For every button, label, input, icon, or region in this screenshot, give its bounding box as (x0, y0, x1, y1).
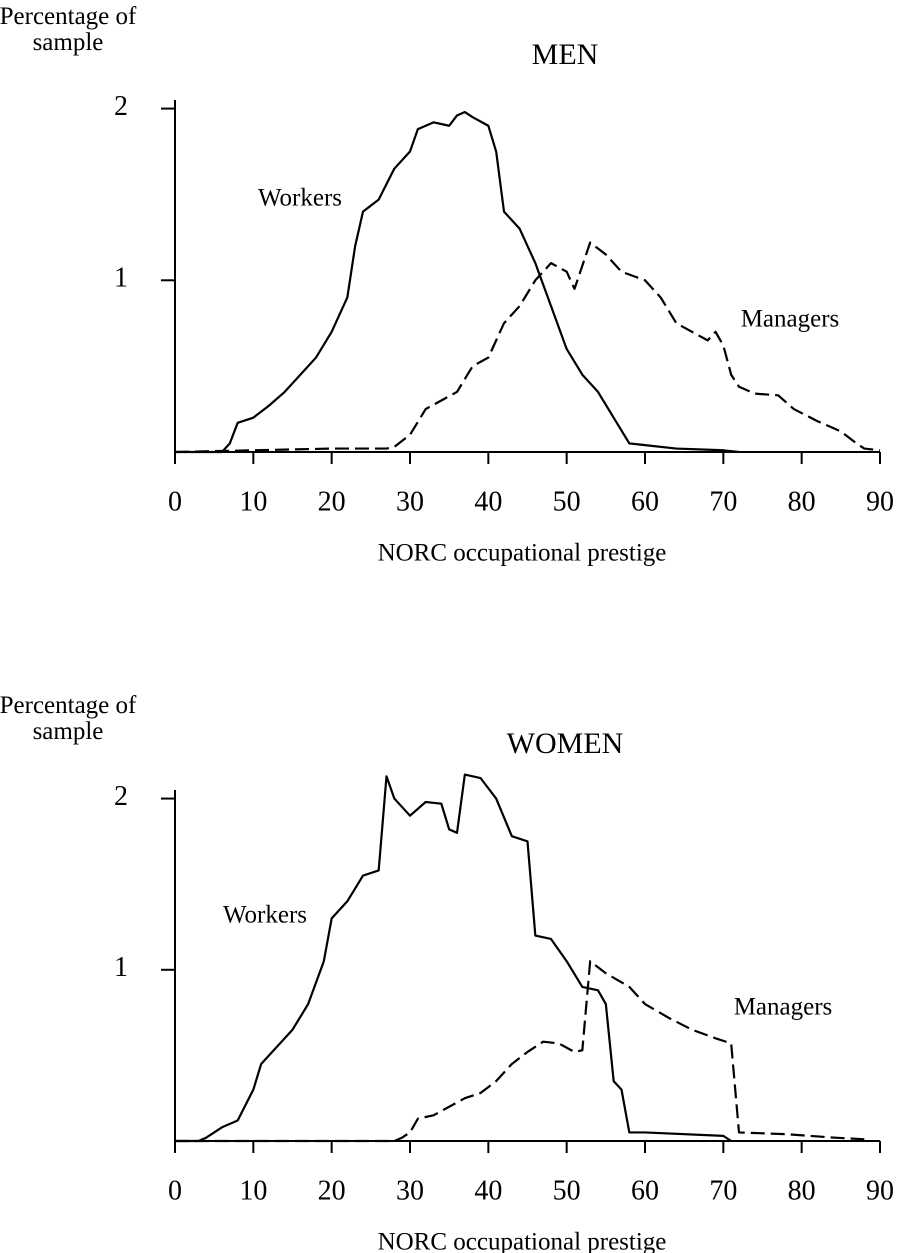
series-line (175, 960, 865, 1143)
x-tick-label: 30 (396, 1175, 424, 1206)
series-line (175, 773, 732, 1143)
chart-title: MEN (532, 38, 599, 71)
y-tick-label: 2 (114, 781, 128, 812)
x-tick-label: 40 (474, 486, 502, 517)
series-label: Workers (223, 902, 307, 929)
x-tick-label: 40 (474, 1175, 502, 1206)
y-tick-label: 1 (114, 952, 128, 983)
x-tick-label: 0 (168, 1175, 182, 1206)
series-label: Managers (741, 306, 840, 333)
x-tick-label: 60 (631, 1175, 659, 1206)
x-tick-label: 90 (866, 486, 894, 517)
x-tick-label: 80 (788, 486, 816, 517)
x-tick-label: 20 (318, 1175, 346, 1206)
series-label: Workers (258, 185, 342, 212)
x-tick-label: 10 (239, 486, 267, 517)
x-tick-label: 80 (788, 1175, 816, 1206)
x-tick-label: 50 (553, 486, 581, 517)
chart-title: WOMEN (507, 727, 624, 760)
x-axis-label: NORC occupational prestige (378, 1229, 667, 1253)
y-axis-label: Percentage of sample (0, 3, 137, 56)
x-tick-label: 90 (866, 1175, 894, 1206)
x-tick-label: 70 (709, 1175, 737, 1206)
x-tick-label: 10 (239, 1175, 267, 1206)
series-line (174, 241, 881, 454)
series-line (175, 110, 740, 454)
y-axis-label: Percentage of sample (0, 692, 137, 745)
x-tick-label: 70 (709, 486, 737, 517)
y-tick-label: 2 (114, 91, 128, 122)
x-tick-label: 50 (553, 1175, 581, 1206)
series-label: Managers (734, 994, 833, 1021)
x-tick-label: 0 (168, 486, 182, 517)
y-tick-label: 1 (114, 263, 128, 294)
x-axis-label: NORC occupational prestige (378, 540, 667, 567)
x-tick-label: 60 (631, 486, 659, 517)
x-tick-label: 30 (396, 486, 424, 517)
x-tick-label: 20 (318, 486, 346, 517)
